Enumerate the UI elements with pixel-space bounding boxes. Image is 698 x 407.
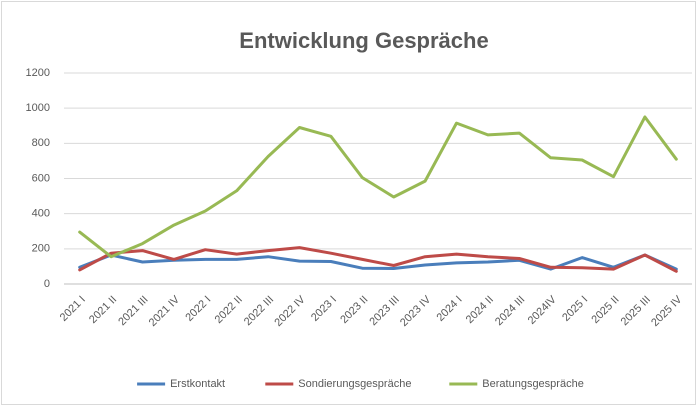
- y-tick-label: 200: [32, 243, 50, 255]
- chart-title: Entwicklung Gespräche: [239, 28, 488, 53]
- series-line: [78, 253, 678, 271]
- y-tick-label: 600: [32, 172, 50, 184]
- y-tick-label: 0: [44, 278, 50, 290]
- legend-label: Beratungsgespräche: [482, 378, 584, 390]
- y-tick-label: 400: [32, 208, 50, 220]
- series-line: [78, 246, 678, 273]
- legend-label: Erstkontakt: [170, 378, 225, 390]
- y-tick-label: 1200: [26, 67, 50, 79]
- legend-label: Sondierungsgespräche: [298, 378, 411, 390]
- y-tick-label: 1000: [26, 102, 50, 114]
- series-line: [78, 115, 678, 259]
- y-tick-label: 800: [32, 137, 50, 149]
